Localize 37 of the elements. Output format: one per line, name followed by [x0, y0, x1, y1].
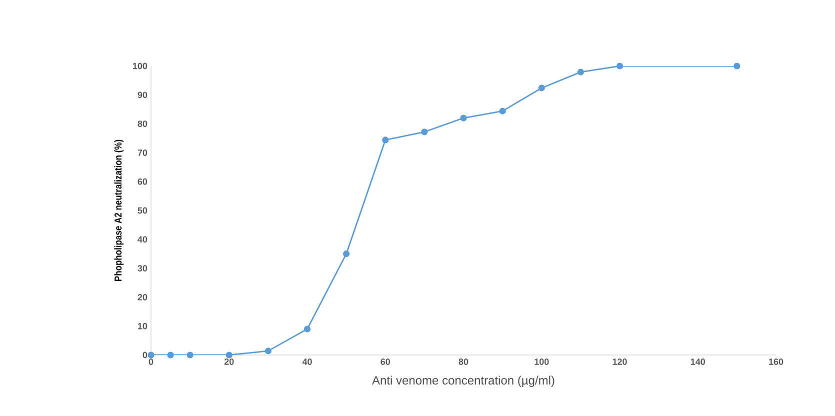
x-tick-label: 160 [769, 358, 784, 365]
point [186, 352, 194, 358]
x-axis-title: Anti venome concentration (µg/ml) [372, 376, 554, 387]
point [167, 352, 174, 358]
y-tick-label: 60 [138, 178, 148, 185]
y-tick-label: 90 [138, 92, 148, 98]
y-tick-label: 0 [142, 352, 148, 358]
x-tick-label: 20 [224, 358, 234, 365]
point [226, 352, 232, 358]
x-tick-label: 60 [380, 358, 390, 365]
point [499, 108, 506, 114]
x-tick-label: 80 [458, 358, 468, 365]
x-tick-label: 0 [148, 358, 154, 365]
y-tick-label: 70 [138, 150, 148, 156]
point [343, 250, 350, 258]
point [382, 136, 389, 144]
y-tick-label: 20 [138, 294, 148, 300]
point [148, 352, 154, 358]
point [734, 62, 740, 70]
y-tick-label: 10 [138, 322, 148, 330]
point [577, 68, 584, 76]
point [264, 348, 272, 354]
point [421, 128, 428, 136]
y-tick-label: 30 [138, 265, 148, 272]
point [304, 326, 311, 332]
point [538, 84, 545, 92]
x-tick-label: 100 [534, 358, 549, 365]
y-axis-title: Phopholipase A2 neutralization (%) [114, 140, 124, 282]
x-tick-label: 40 [302, 358, 312, 365]
x-tick-label: 140 [690, 358, 706, 365]
point [616, 62, 624, 70]
point [460, 114, 467, 122]
y-tick-label: 100 [133, 62, 148, 70]
y-tick-label: 80 [138, 120, 148, 127]
y-tick-label: 40 [138, 236, 148, 243]
y-tick-label: 50 [138, 207, 148, 214]
x-tick-label: 120 [612, 358, 627, 365]
